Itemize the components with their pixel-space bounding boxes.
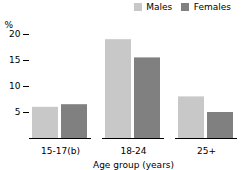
- svg-text:10: 10: [9, 81, 21, 91]
- svg-text:15-17(b): 15-17(b): [41, 146, 80, 156]
- svg-text:25+: 25+: [197, 146, 216, 156]
- svg-text:15: 15: [9, 55, 20, 65]
- html-text:Females: Females: [193, 1, 231, 12]
- svg-text:20: 20: [9, 29, 21, 39]
- html-text:Males: Males: [146, 1, 173, 12]
- svg-text:%: %: [5, 20, 14, 30]
- svg-text:5: 5: [15, 107, 21, 117]
- svg-text:18-24: 18-24: [120, 146, 146, 156]
- svg-text:Age group (years): Age group (years): [93, 160, 174, 170]
